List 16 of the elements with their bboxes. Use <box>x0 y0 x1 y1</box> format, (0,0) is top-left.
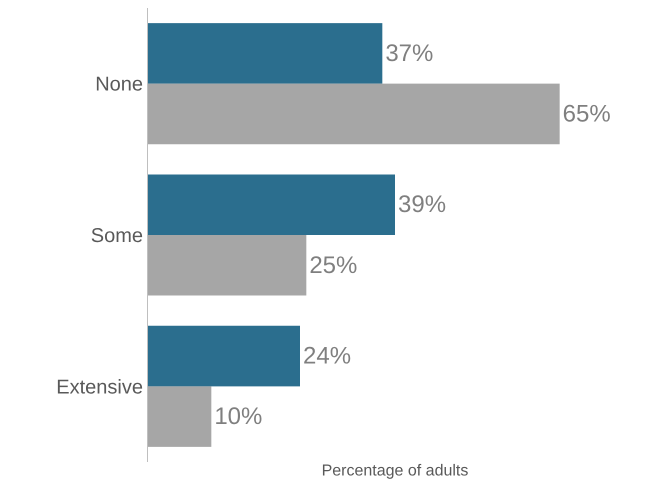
data-label: 37% <box>385 40 434 67</box>
bar <box>148 386 212 447</box>
x-axis-title: Percentage of adults <box>322 462 468 480</box>
y-tick-label: Some <box>90 225 143 247</box>
bar <box>148 174 395 235</box>
y-tick-label: None <box>95 74 143 96</box>
bar <box>148 84 560 144</box>
data-label: 39% <box>398 191 446 218</box>
bar <box>148 23 382 84</box>
data-label: 24% <box>303 342 352 370</box>
bar <box>148 326 300 386</box>
data-label: 65% <box>562 100 611 128</box>
y-tick-label: Extensive <box>56 376 143 398</box>
bar <box>148 235 306 296</box>
data-label: 10% <box>214 403 262 430</box>
data-label: 25% <box>309 252 358 279</box>
